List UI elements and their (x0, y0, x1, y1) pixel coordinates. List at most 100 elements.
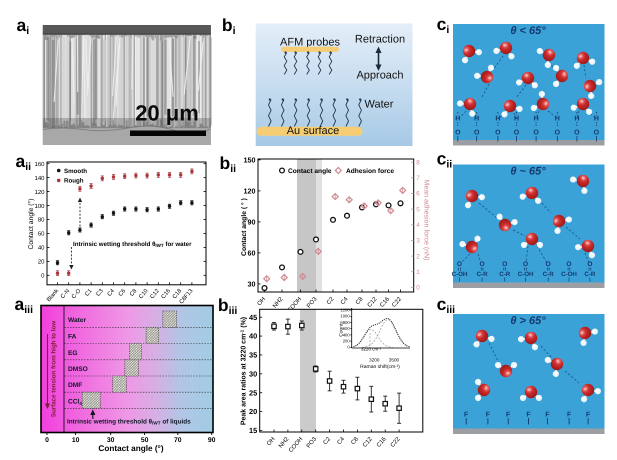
svg-text:PO3: PO3 (305, 295, 319, 309)
svg-text:Rough: Rough (64, 178, 84, 185)
svg-text:C22: C22 (391, 295, 404, 308)
svg-text:C-OH: C-OH (452, 271, 468, 278)
svg-text:2: 2 (416, 253, 420, 260)
svg-text:aii: aii (16, 151, 32, 173)
svg-text:Counts: Counts (339, 321, 345, 337)
svg-text:Approach: Approach (356, 70, 403, 82)
svg-text:C16: C16 (160, 288, 172, 301)
svg-text:120: 120 (34, 189, 45, 196)
svg-text:400: 400 (343, 332, 351, 337)
svg-text:OH: OH (265, 436, 276, 447)
svg-text:Mean adhesion force (nN): Mean adhesion force (nN) (423, 180, 431, 261)
svg-text:C22: C22 (389, 435, 402, 448)
svg-text:θ > 65°: θ > 65° (510, 315, 546, 327)
svg-text:10: 10 (72, 437, 80, 444)
svg-text:O: O (495, 130, 501, 137)
svg-text:O: O (457, 261, 462, 268)
svg-text:160: 160 (34, 161, 45, 168)
svg-text:C16: C16 (375, 435, 388, 448)
svg-text:20: 20 (38, 259, 45, 266)
svg-text:C10: C10 (137, 288, 149, 301)
svg-text:600: 600 (343, 326, 351, 331)
svg-text:C-OH: C-OH (518, 271, 534, 278)
svg-text:Peak area ratios at 3220 cm-1: Peak area ratios at 3220 cm-1 (%) (240, 317, 248, 425)
svg-text:O: O (480, 261, 485, 268)
svg-text:F: F (506, 412, 511, 419)
svg-text:Contact angle (°): Contact angle (°) (28, 198, 35, 249)
svg-text:800: 800 (343, 320, 351, 325)
svg-text:120: 120 (244, 186, 256, 195)
svg-text:PO3: PO3 (305, 435, 319, 449)
svg-text:Water: Water (365, 99, 394, 111)
svg-text:ciii: ciii (437, 294, 456, 316)
svg-text:O: O (523, 261, 528, 268)
svg-text:50: 50 (141, 437, 149, 444)
svg-text:O: O (566, 261, 571, 268)
svg-text:3200: 3200 (369, 358, 380, 363)
svg-text:C4: C4 (106, 287, 117, 298)
svg-text:H: H (455, 116, 460, 123)
svg-text:3500: 3500 (389, 358, 400, 363)
svg-text:Smooth: Smooth (64, 168, 87, 175)
svg-text:C1: C1 (83, 288, 93, 298)
svg-text:C3: C3 (95, 288, 105, 298)
svg-text:θ < 65°: θ < 65° (510, 25, 546, 37)
svg-text:F: F (545, 412, 550, 419)
svg-text:Water: Water (68, 317, 87, 324)
svg-text:cii: cii (437, 149, 453, 171)
svg-text:140: 140 (34, 175, 45, 182)
svg-text:C-R: C-R (584, 271, 596, 278)
svg-text:1200: 1200 (340, 308, 350, 313)
svg-text:FA: FA (68, 334, 77, 341)
svg-text:C-OH: C-OH (561, 271, 577, 278)
svg-text:30: 30 (249, 369, 257, 378)
svg-text:bii: bii (220, 153, 237, 175)
svg-text:25: 25 (249, 388, 257, 397)
svg-text:Adhesion force: Adhesion force (346, 168, 394, 175)
svg-text:biii: biii (218, 295, 238, 317)
svg-text:Raman shift(cm-1): Raman shift(cm-1) (360, 364, 400, 370)
svg-text:C6: C6 (117, 288, 127, 298)
svg-text:C-R: C-R (477, 271, 489, 278)
svg-text:H: H (474, 116, 479, 123)
svg-text:3: 3 (416, 238, 420, 245)
svg-text:0: 0 (416, 285, 420, 292)
svg-text:90: 90 (248, 217, 256, 226)
svg-text:OH: OH (256, 296, 267, 307)
svg-text:F: F (486, 412, 491, 419)
svg-text:AFM probes: AFM probes (280, 36, 340, 48)
svg-text:Intrinsic wetting threshold θI: Intrinsic wetting threshold θIWT of liqu… (67, 419, 191, 426)
svg-text:C8: C8 (128, 288, 138, 298)
svg-text:0: 0 (41, 273, 45, 280)
svg-text:COOH: COOH (287, 436, 304, 454)
svg-text:C-R: C-R (499, 271, 511, 278)
svg-text:C8: C8 (354, 295, 365, 306)
svg-text:CCl4: CCl4 (68, 399, 82, 407)
svg-text:3220 cm-1: 3220 cm-1 (361, 347, 381, 352)
svg-text:C12: C12 (149, 288, 161, 301)
svg-text:Retraction: Retraction (355, 34, 405, 46)
svg-text:ai: ai (17, 15, 30, 37)
svg-text:H: H (594, 116, 599, 123)
svg-text:O: O (594, 130, 600, 137)
svg-text:O: O (502, 261, 507, 268)
svg-text:40: 40 (38, 245, 45, 252)
svg-text:θ ~ 65°: θ ~ 65° (510, 166, 546, 178)
svg-text:Contact angle: Contact angle (288, 168, 332, 175)
svg-text:200: 200 (343, 339, 351, 344)
svg-text:C-N: C-N (59, 288, 71, 300)
svg-text:C2: C2 (322, 435, 333, 446)
svg-text:F: F (586, 412, 591, 419)
svg-text:NH2: NH2 (271, 295, 285, 309)
svg-text:H: H (514, 116, 519, 123)
svg-text:O: O (474, 130, 480, 137)
svg-text:ci: ci (437, 14, 450, 36)
svg-text:O: O (587, 261, 592, 268)
svg-text:C-R: C-R (543, 271, 555, 278)
svg-text:aiii: aiii (15, 294, 34, 316)
svg-text:40: 40 (249, 332, 257, 341)
svg-text:90: 90 (208, 437, 216, 444)
svg-text:30: 30 (107, 437, 115, 444)
svg-text:C4: C4 (339, 295, 350, 306)
svg-text:Contact angle (°): Contact angle (°) (98, 444, 163, 453)
